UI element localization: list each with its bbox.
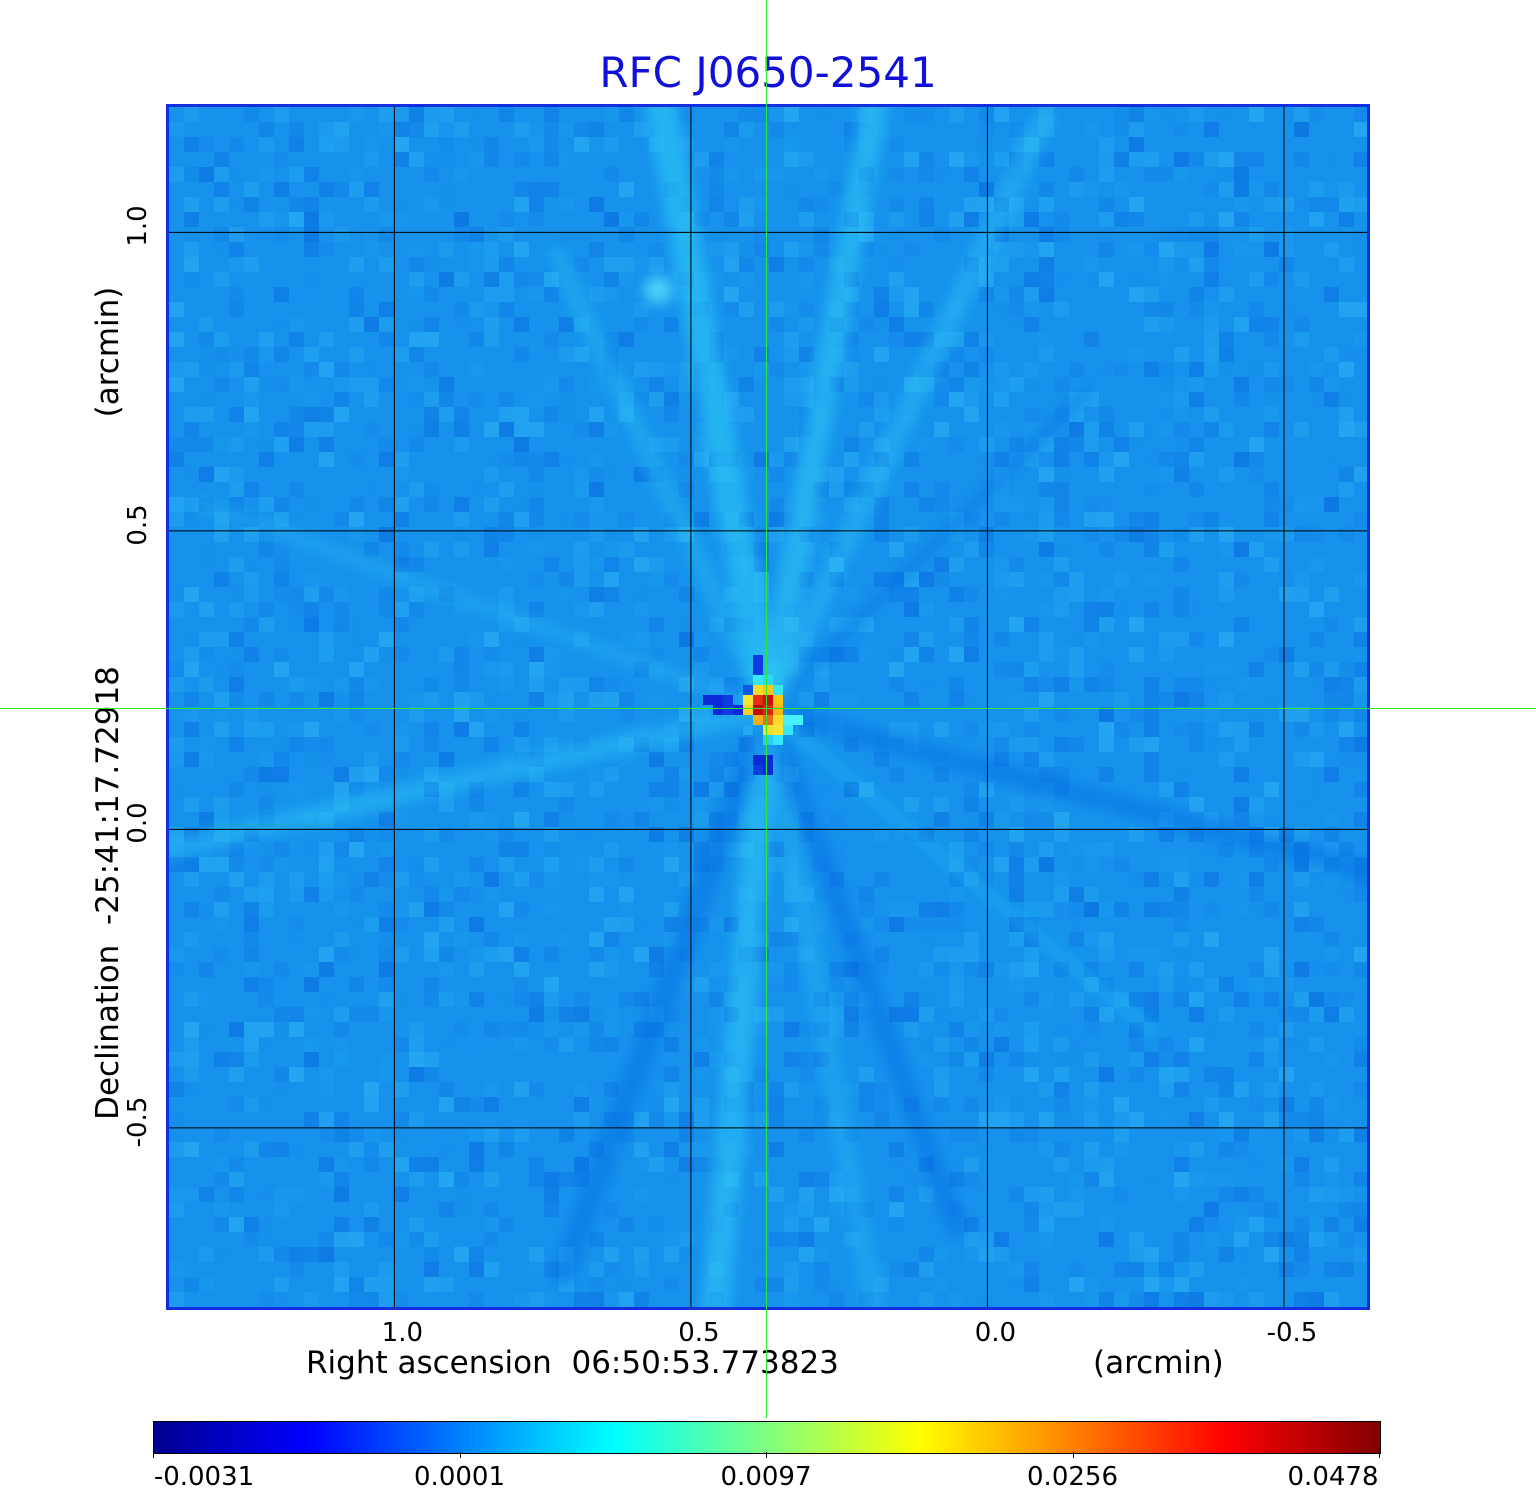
y-tick-label: -0.5 bbox=[123, 1096, 153, 1148]
core-pixel-29 bbox=[773, 714, 783, 725]
core-pixel-4 bbox=[723, 704, 733, 715]
core-pixel-31 bbox=[773, 724, 783, 735]
core-pixel-8 bbox=[753, 764, 763, 775]
core-pixel-24 bbox=[773, 694, 783, 705]
core-pixel-16 bbox=[793, 714, 803, 725]
core-pixel-5 bbox=[713, 704, 723, 715]
colorbar-tick-label: 0.0001 bbox=[414, 1462, 505, 1492]
x-tick-label: -0.5 bbox=[1266, 1318, 1318, 1348]
core-pixel-23 bbox=[763, 684, 773, 695]
x-axis-label: Right ascension 06:50:53.773823 bbox=[306, 1345, 839, 1381]
y-axis-unit: (arcmin) bbox=[90, 286, 126, 418]
colorbar bbox=[153, 1421, 1381, 1454]
colorbar-tick-mark bbox=[1072, 1452, 1074, 1458]
colorbar-tick-label: 0.0256 bbox=[1027, 1462, 1118, 1492]
x-tick-label: 1.0 bbox=[381, 1318, 424, 1348]
streak-11 bbox=[760, 701, 1160, 1040]
core-pixel-35 bbox=[763, 704, 773, 715]
y-tick-label: 0.5 bbox=[123, 504, 153, 546]
core-pixel-21 bbox=[743, 724, 753, 735]
core-pixel-30 bbox=[763, 724, 773, 735]
streak-0 bbox=[646, 107, 783, 725]
colorbar-tick-mark bbox=[1379, 1452, 1380, 1458]
core-pixel-22 bbox=[753, 684, 763, 695]
colorbar-tick-mark bbox=[459, 1452, 461, 1458]
streak-7 bbox=[757, 698, 968, 1238]
core-pixel-25 bbox=[743, 694, 753, 705]
crosshair-vertical bbox=[766, 0, 767, 1418]
core-pixel-6 bbox=[753, 754, 763, 765]
y-tick-label: 1.0 bbox=[123, 205, 153, 248]
core-pixel-12 bbox=[753, 674, 763, 685]
core-pixel-20 bbox=[743, 684, 753, 695]
core-pixel-19 bbox=[763, 734, 773, 745]
streak-12 bbox=[761, 384, 1094, 717]
colorbar-tick-label: -0.0031 bbox=[153, 1462, 255, 1492]
y-tick-label: 0.0 bbox=[123, 802, 153, 845]
crosshair-horizontal bbox=[0, 708, 1536, 709]
sidelobe-streaks bbox=[169, 107, 1367, 1307]
streak-9 bbox=[758, 699, 1367, 881]
core-pixel-13 bbox=[763, 674, 773, 685]
coordinate-grid bbox=[169, 107, 1367, 1307]
core-pixel-18 bbox=[773, 734, 783, 745]
streak-5 bbox=[757, 698, 885, 1307]
core-pixel-14 bbox=[773, 684, 783, 695]
colorbar-tick-label: 0.0097 bbox=[720, 1462, 812, 1492]
chart-title: RFC J0650-2541 bbox=[599, 48, 937, 97]
core-pixel-3 bbox=[733, 704, 743, 715]
core-pixel-2 bbox=[723, 694, 733, 705]
streak-10 bbox=[196, 496, 776, 718]
secondary-spot bbox=[644, 275, 672, 304]
colorbar-tick-mark bbox=[766, 1452, 767, 1458]
x-tick-label: 0.0 bbox=[974, 1318, 1017, 1348]
streak-8 bbox=[169, 699, 778, 859]
core-pixel-27 bbox=[753, 714, 763, 725]
core-pixel-33 bbox=[763, 694, 773, 705]
streak-2 bbox=[757, 109, 1054, 721]
core-pixel-1 bbox=[713, 694, 723, 705]
core-pixel-34 bbox=[753, 704, 763, 715]
core-pixel-11 bbox=[753, 654, 763, 665]
core-pixel-26 bbox=[743, 704, 753, 715]
core-pixel-9 bbox=[763, 764, 773, 775]
streak-4 bbox=[701, 695, 782, 1307]
core-pixel-7 bbox=[763, 754, 773, 765]
streak-3 bbox=[546, 246, 778, 720]
core-pixel-0 bbox=[703, 694, 713, 705]
x-tick-label: 0.5 bbox=[678, 1318, 720, 1348]
core-pixel-28 bbox=[773, 704, 783, 715]
core-pixel-10 bbox=[753, 664, 763, 675]
x-axis-unit: (arcmin) bbox=[1093, 1345, 1224, 1381]
source-core bbox=[703, 654, 803, 775]
colorbar-tick-label: 0.0478 bbox=[1287, 1462, 1379, 1492]
y-axis-label: Declination -25:41:17.72918 bbox=[90, 666, 126, 1120]
colorbar-tick-mark bbox=[153, 1452, 154, 1458]
image-map[interactable] bbox=[166, 104, 1370, 1310]
streak-6 bbox=[550, 697, 780, 1286]
streak-1 bbox=[755, 107, 888, 723]
core-pixel-36 bbox=[763, 714, 773, 725]
core-pixel-17 bbox=[783, 724, 793, 735]
core-pixel-15 bbox=[783, 714, 793, 725]
map-canvas bbox=[169, 107, 1367, 1307]
core-pixel-32 bbox=[753, 694, 763, 705]
